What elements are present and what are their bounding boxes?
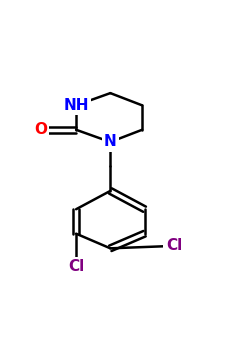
Text: N: N: [104, 134, 117, 149]
Text: Cl: Cl: [68, 259, 84, 274]
Text: O: O: [34, 122, 47, 137]
Text: Cl: Cl: [166, 238, 182, 253]
Text: NH: NH: [63, 98, 89, 113]
